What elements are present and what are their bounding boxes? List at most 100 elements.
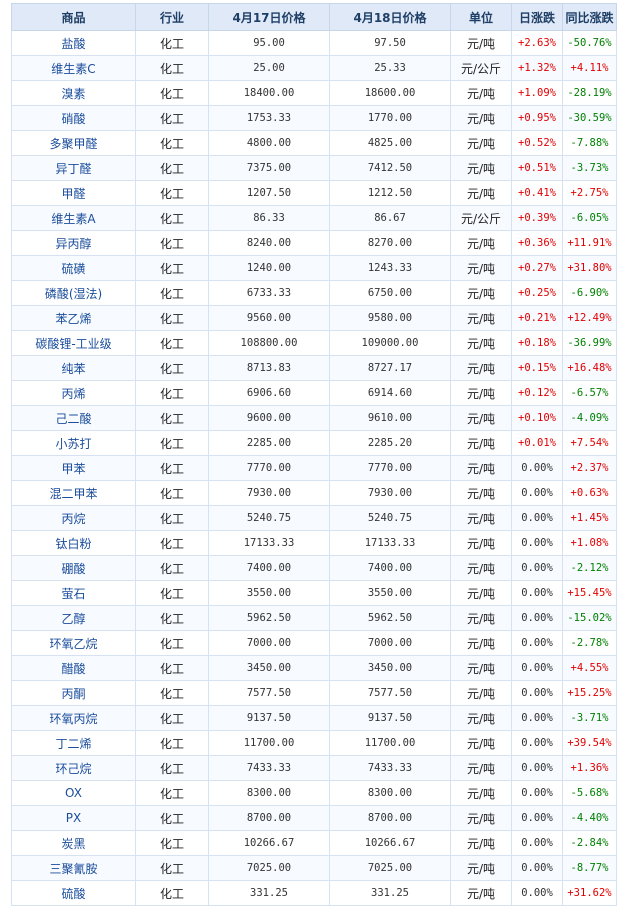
unit-cell: 元/吨	[450, 430, 512, 456]
header-yoy-change[interactable]: 同比涨跌	[562, 3, 617, 31]
commodity-name-link[interactable]: 苯乙烯	[11, 305, 136, 331]
industry-cell: 化工	[135, 130, 209, 156]
unit-cell: 元/吨	[450, 555, 512, 581]
commodity-name-link[interactable]: 乙醇	[11, 605, 136, 631]
day-change-cell: 0.00%	[511, 880, 563, 906]
commodity-name-link[interactable]: 钛白粉	[11, 530, 136, 556]
price-apr18-cell: 8300.00	[329, 780, 451, 806]
day-change-cell: 0.00%	[511, 555, 563, 581]
yoy-change-cell: +2.37%	[562, 455, 617, 481]
price-apr18-cell: 25.33	[329, 55, 451, 81]
yoy-change-cell: +12.49%	[562, 305, 617, 331]
yoy-change-cell: -8.77%	[562, 855, 617, 881]
commodity-name-link[interactable]: 甲苯	[11, 455, 136, 481]
price-apr17-cell: 9600.00	[208, 405, 330, 431]
unit-cell: 元/吨	[450, 355, 512, 381]
commodity-name-link[interactable]: 磷酸(湿法)	[11, 280, 136, 306]
commodity-name-link[interactable]: 丙酮	[11, 680, 136, 706]
commodity-name-link[interactable]: 硼酸	[11, 555, 136, 581]
table-row: 钛白粉 化工 17133.33 17133.33 元/吨 0.00% +1.08%	[11, 530, 617, 556]
unit-cell: 元/吨	[450, 680, 512, 706]
commodity-name-link[interactable]: 混二甲苯	[11, 480, 136, 506]
table-row: 环氧乙烷 化工 7000.00 7000.00 元/吨 0.00% -2.78%	[11, 630, 617, 656]
table-row: 环氧丙烷 化工 9137.50 9137.50 元/吨 0.00% -3.71%	[11, 705, 617, 731]
header-industry[interactable]: 行业	[135, 3, 209, 31]
industry-cell: 化工	[135, 180, 209, 206]
yoy-change-cell: -4.09%	[562, 405, 617, 431]
table-row: PX 化工 8700.00 8700.00 元/吨 0.00% -4.40%	[11, 805, 617, 831]
commodity-name-link[interactable]: 硫磺	[11, 255, 136, 281]
commodity-name-link[interactable]: 环氧丙烷	[11, 705, 136, 731]
header-price-apr17[interactable]: 4月17日价格	[208, 3, 330, 31]
unit-cell: 元/吨	[450, 830, 512, 856]
table-row: 萤石 化工 3550.00 3550.00 元/吨 0.00% +15.45%	[11, 580, 617, 606]
header-name[interactable]: 商品	[11, 3, 136, 31]
yoy-change-cell: +39.54%	[562, 730, 617, 756]
header-unit[interactable]: 单位	[450, 3, 512, 31]
commodity-name-link[interactable]: 硫酸	[11, 880, 136, 906]
commodity-name-link[interactable]: 萤石	[11, 580, 136, 606]
industry-cell: 化工	[135, 55, 209, 81]
day-change-cell: +0.36%	[511, 230, 563, 256]
commodity-name-link[interactable]: 己二酸	[11, 405, 136, 431]
price-apr18-cell: 331.25	[329, 880, 451, 906]
table-row: 硫酸 化工 331.25 331.25 元/吨 0.00% +31.62%	[11, 880, 617, 906]
header-day-change[interactable]: 日涨跌	[511, 3, 563, 31]
commodity-name-link[interactable]: 小苏打	[11, 430, 136, 456]
unit-cell: 元/吨	[450, 455, 512, 481]
commodity-name-link[interactable]: OX	[11, 780, 136, 806]
commodity-name-link[interactable]: 丙烯	[11, 380, 136, 406]
unit-cell: 元/吨	[450, 180, 512, 206]
commodity-name-link[interactable]: 丁二烯	[11, 730, 136, 756]
price-apr17-cell: 331.25	[208, 880, 330, 906]
header-price-apr18[interactable]: 4月18日价格	[329, 3, 451, 31]
commodity-name-link[interactable]: 三聚氰胺	[11, 855, 136, 881]
yoy-change-cell: -50.76%	[562, 30, 617, 56]
commodity-name-link[interactable]: 维生素A	[11, 205, 136, 231]
price-apr18-cell: 8727.17	[329, 355, 451, 381]
commodity-name-link[interactable]: 异丙醇	[11, 230, 136, 256]
industry-cell: 化工	[135, 780, 209, 806]
price-apr17-cell: 3550.00	[208, 580, 330, 606]
yoy-change-cell: -6.90%	[562, 280, 617, 306]
yoy-change-cell: +4.11%	[562, 55, 617, 81]
unit-cell: 元/吨	[450, 755, 512, 781]
commodity-name-link[interactable]: 碳酸锂-工业级	[11, 330, 136, 356]
price-apr18-cell: 1770.00	[329, 105, 451, 131]
table-row: 混二甲苯 化工 7930.00 7930.00 元/吨 0.00% +0.63%	[11, 480, 617, 506]
day-change-cell: 0.00%	[511, 680, 563, 706]
yoy-change-cell: -3.71%	[562, 705, 617, 731]
industry-cell: 化工	[135, 80, 209, 106]
commodity-name-link[interactable]: 丙烷	[11, 505, 136, 531]
day-change-cell: 0.00%	[511, 655, 563, 681]
industry-cell: 化工	[135, 680, 209, 706]
price-apr17-cell: 108800.00	[208, 330, 330, 356]
price-apr17-cell: 7400.00	[208, 555, 330, 581]
commodity-name-link[interactable]: 溴素	[11, 80, 136, 106]
price-apr17-cell: 7577.50	[208, 680, 330, 706]
yoy-change-cell: -2.84%	[562, 830, 617, 856]
industry-cell: 化工	[135, 205, 209, 231]
unit-cell: 元/吨	[450, 30, 512, 56]
commodity-name-link[interactable]: 环己烷	[11, 755, 136, 781]
commodity-name-link[interactable]: 醋酸	[11, 655, 136, 681]
day-change-cell: 0.00%	[511, 755, 563, 781]
commodity-name-link[interactable]: 炭黑	[11, 830, 136, 856]
industry-cell: 化工	[135, 330, 209, 356]
unit-cell: 元/吨	[450, 380, 512, 406]
commodity-name-link[interactable]: PX	[11, 805, 136, 831]
yoy-change-cell: -6.57%	[562, 380, 617, 406]
industry-cell: 化工	[135, 580, 209, 606]
commodity-name-link[interactable]: 硝酸	[11, 105, 136, 131]
commodity-name-link[interactable]: 甲醛	[11, 180, 136, 206]
commodity-name-link[interactable]: 纯苯	[11, 355, 136, 381]
commodity-name-link[interactable]: 盐酸	[11, 30, 136, 56]
commodity-name-link[interactable]: 多聚甲醛	[11, 130, 136, 156]
price-apr18-cell: 7000.00	[329, 630, 451, 656]
commodity-name-link[interactable]: 环氧乙烷	[11, 630, 136, 656]
table-row: 甲醛 化工 1207.50 1212.50 元/吨 +0.41% +2.75%	[11, 180, 617, 206]
commodity-name-link[interactable]: 异丁醛	[11, 155, 136, 181]
table-row: 硝酸 化工 1753.33 1770.00 元/吨 +0.95% -30.59%	[11, 105, 617, 131]
commodity-name-link[interactable]: 维生素C	[11, 55, 136, 81]
unit-cell: 元/公斤	[450, 205, 512, 231]
